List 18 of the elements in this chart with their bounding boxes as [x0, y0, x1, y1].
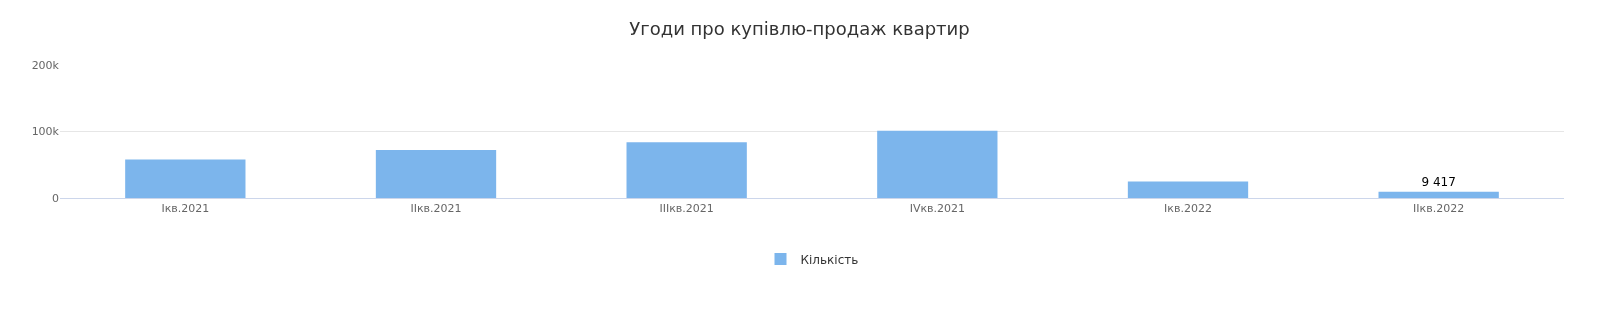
y-tick-label: 0: [52, 191, 59, 205]
x-tick-label: IIкв.2022: [1413, 202, 1465, 216]
bar: [1378, 191, 1499, 198]
data-label: 9 417: [1421, 174, 1456, 189]
bar: [1127, 181, 1249, 198]
bar: [125, 159, 246, 198]
bar: [877, 130, 998, 198]
chart-title: Угоди про купівлю-продаж квартир: [629, 18, 970, 40]
x-tick-label: IIкв.2021: [410, 202, 462, 216]
y-tick-label: 200k: [31, 58, 60, 72]
x-tick-label: Iкв.2021: [161, 202, 210, 216]
x-tick-label: IVкв.2021: [909, 202, 966, 216]
x-tick-label: Iкв.2022: [1164, 202, 1212, 216]
bar: [626, 142, 747, 198]
x-tick-label: IIIкв.2021: [659, 202, 714, 216]
legend-label: Кількість: [800, 252, 859, 267]
y-tick-label: 100k: [31, 125, 60, 139]
bar: [375, 150, 497, 198]
